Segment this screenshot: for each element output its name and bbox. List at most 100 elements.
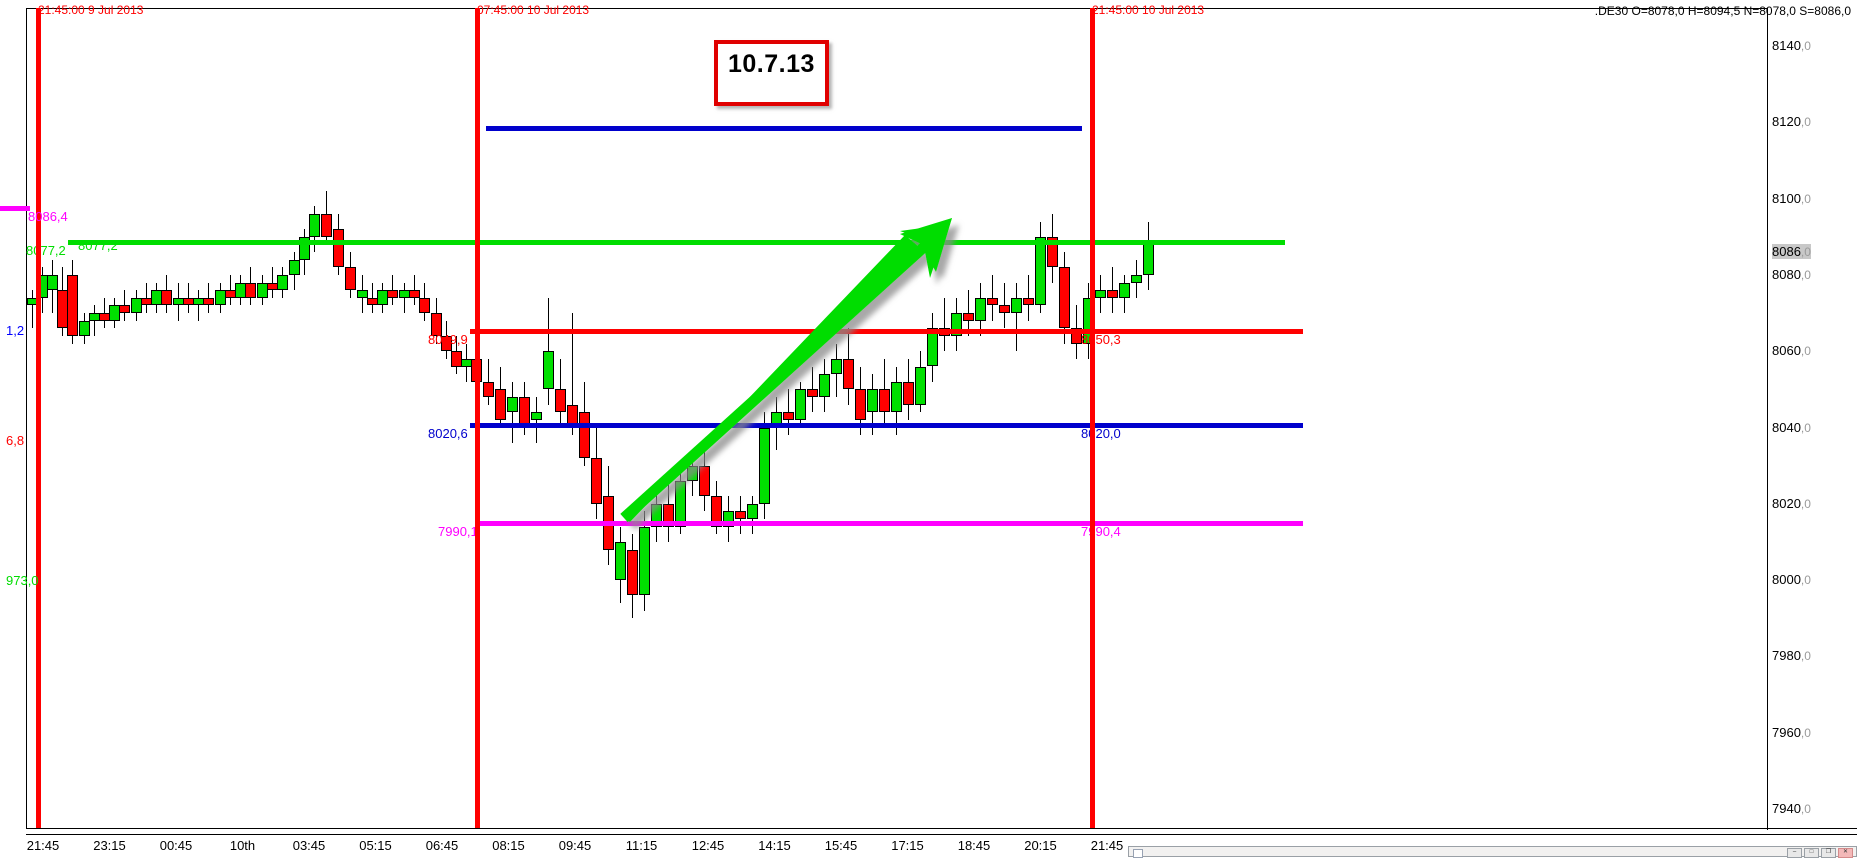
candle-body — [356, 290, 368, 298]
session-open-label: 07:45:00 10 Jul 2013 — [477, 3, 590, 17]
edge-line-stub — [1128, 240, 1156, 245]
lower-blue-support[interactable] — [470, 423, 1303, 428]
candle-body — [974, 297, 986, 321]
time-tick: 18:45 — [957, 838, 991, 853]
edge-line-stub — [0, 206, 30, 211]
candle-wick — [207, 282, 209, 314]
candlestick — [530, 8, 542, 828]
candle-body — [130, 297, 142, 314]
candle-body — [818, 374, 830, 397]
candle-body — [842, 358, 854, 390]
candlestick — [542, 8, 554, 828]
bullish-trend-arrow — [620, 218, 952, 523]
candlestick — [356, 8, 368, 828]
candle-body — [118, 305, 130, 314]
candle-wick — [1027, 274, 1029, 321]
candlestick — [962, 8, 974, 828]
session-open[interactable] — [475, 8, 480, 828]
price-tick: 8080,0 — [1772, 266, 1811, 282]
candle-body — [308, 213, 320, 237]
time-axis-line-secondary — [26, 834, 1857, 835]
candle-body — [376, 290, 388, 306]
candlestick — [1034, 8, 1046, 828]
magenta-floor-label-left: 7990,1 — [438, 524, 478, 539]
green-support[interactable] — [68, 240, 1285, 245]
candle-body — [878, 389, 890, 413]
price-tick: 8100,0 — [1772, 190, 1811, 206]
candlestick — [902, 8, 914, 828]
candlestick — [78, 8, 90, 828]
candlestick — [650, 8, 662, 828]
candlestick — [66, 8, 78, 828]
time-tick: 09:45 — [558, 838, 592, 853]
session-start[interactable] — [36, 8, 41, 828]
candlestick — [386, 8, 398, 828]
candle-wick — [571, 313, 573, 436]
candlestick — [926, 8, 938, 828]
candlestick — [758, 8, 770, 828]
candlestick — [1106, 8, 1118, 828]
candle-body — [332, 229, 344, 268]
candlestick — [202, 8, 214, 828]
candlestick — [626, 8, 638, 828]
upper-blue-resistance[interactable] — [486, 126, 1082, 131]
green-clipped-price: 973,0 — [6, 573, 39, 588]
candle-body — [806, 389, 818, 398]
candlestick — [698, 8, 710, 828]
time-tick: 10th — [229, 838, 256, 853]
background-window[interactable]: – □ ❐ ✕ — [1128, 846, 1857, 858]
candlestick — [376, 8, 388, 828]
candle-body — [506, 397, 518, 413]
candle-body — [578, 412, 590, 459]
candle-wick — [967, 290, 969, 336]
candlestick — [1130, 8, 1142, 828]
candle-wick — [371, 282, 373, 314]
edge-price-labels: 8086,4 8077,2 1,2 6,8 973,0 — [0, 206, 1156, 588]
candle-body — [554, 389, 566, 413]
date-annotation-box[interactable]: 10.7.13 — [714, 40, 829, 106]
candle-wick — [991, 274, 993, 321]
time-tick: 17:15 — [891, 838, 924, 853]
candle-wick — [487, 358, 489, 405]
candle-body — [626, 549, 638, 596]
candlestick — [160, 8, 172, 828]
candlestick — [344, 8, 356, 828]
candle-body — [986, 297, 998, 306]
candlestick — [590, 8, 602, 828]
candle-body — [854, 389, 866, 420]
magenta-floor[interactable] — [480, 521, 1303, 526]
time-axis[interactable]: 21:45 23:15 00:45 10th 03:45 05:15 06:45 08:15 0… — [0, 838, 1857, 857]
candle-body — [298, 236, 310, 260]
candle-wick — [31, 290, 33, 329]
candle-body — [244, 282, 256, 298]
candle-body — [662, 503, 674, 527]
candle-body — [108, 305, 120, 321]
candle-body — [614, 541, 626, 581]
price-tick: 8000,0 — [1772, 572, 1811, 588]
price-axis-line — [1767, 8, 1768, 830]
candlestick — [244, 8, 256, 828]
candle-body — [1010, 297, 1022, 314]
candlestick — [418, 8, 430, 828]
plot-top-border — [26, 8, 1767, 9]
candlestick — [638, 8, 650, 828]
candle-body — [1058, 267, 1070, 329]
red-pivot[interactable] — [470, 329, 1303, 334]
candle-body — [698, 465, 710, 497]
candle-body — [926, 328, 938, 367]
candlestick — [256, 8, 268, 828]
time-tick: 21:45 — [1090, 838, 1124, 853]
price-tick: 8120,0 — [1772, 114, 1811, 130]
candle-wick — [1015, 282, 1017, 352]
price-axis[interactable]: 8140,0 8120,0 8100,0 8086,0 8080,0 8060,0 8040… — [1772, 0, 1857, 830]
time-tick: 03:45 — [292, 838, 326, 853]
ohlc-readout: .DE30 O=8078,0 H=8094,5 N=8078,0 S=8086,… — [1594, 4, 1851, 18]
candlestick — [408, 8, 420, 828]
session-end[interactable] — [1090, 8, 1095, 828]
price-tick: 8040,0 — [1772, 419, 1811, 435]
candlestick — [276, 8, 288, 828]
candle-body — [650, 503, 662, 527]
candlestick — [842, 8, 854, 828]
time-tick: 11:15 — [625, 838, 658, 853]
